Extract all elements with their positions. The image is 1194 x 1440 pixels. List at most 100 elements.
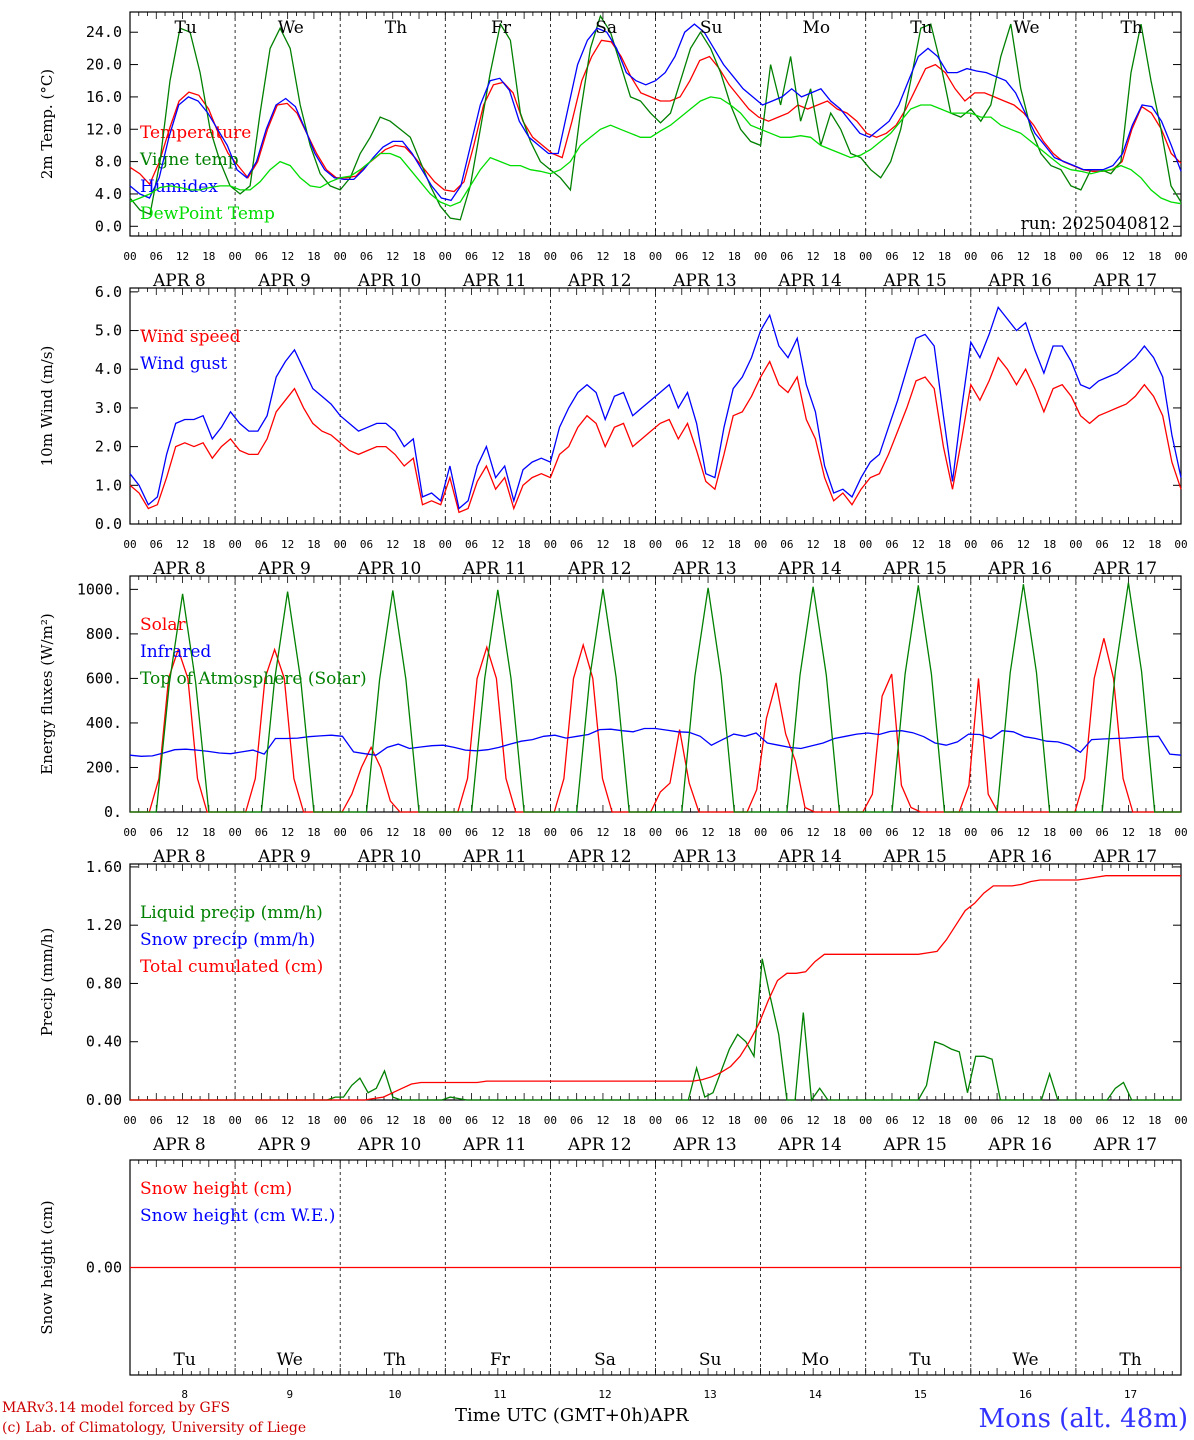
hour-tick-label: 00	[123, 1114, 136, 1127]
date-label: APR 14	[777, 271, 842, 291]
date-label: APR 8	[152, 847, 206, 867]
hour-tick-label: 12	[596, 538, 609, 551]
day-number-label: 13	[704, 1388, 717, 1401]
hour-tick-label: 12	[281, 826, 294, 839]
hour-tick-label: 18	[202, 826, 215, 839]
hour-tick-label: 18	[833, 826, 846, 839]
hour-tick-label: 00	[544, 1114, 557, 1127]
hour-tick-label: 12	[386, 538, 399, 551]
hour-tick-label: 18	[623, 826, 636, 839]
date-label: APR 13	[672, 271, 737, 291]
legend-entry: Snow height (cm)	[140, 1179, 292, 1199]
hour-tick-label: 12	[491, 250, 504, 263]
hour-tick-label: 06	[885, 538, 898, 551]
series-line-solar	[130, 638, 1181, 813]
station-name: Mons (alt. 48m)	[978, 1404, 1188, 1434]
hour-tick-label: 06	[570, 538, 583, 551]
hour-tick-label: 18	[307, 826, 320, 839]
hour-tick-label: 18	[1043, 250, 1056, 263]
date-label: APR 17	[1093, 847, 1158, 867]
legend-entry: Top of Atmosphere (Solar)	[140, 669, 367, 689]
hour-tick-label: 12	[386, 1114, 399, 1127]
hour-tick-label: 12	[176, 250, 189, 263]
hour-tick-label: 12	[1122, 538, 1135, 551]
hour-tick-label: 12	[807, 826, 820, 839]
hour-tick-label: 18	[518, 250, 531, 263]
hour-tick-label: 06	[255, 250, 268, 263]
legend-entry: Liquid precip (mm/h)	[140, 903, 323, 923]
weekday-label: Mo	[801, 1350, 829, 1370]
hour-tick-label: 18	[412, 538, 425, 551]
weekday-label: We	[1013, 18, 1039, 38]
legend-entry: Wind gust	[140, 354, 227, 374]
hour-tick-label: 06	[1096, 250, 1109, 263]
hour-tick-label: 18	[1148, 538, 1161, 551]
hour-tick-label: 12	[176, 538, 189, 551]
series-line-total-cumulated-cm-	[130, 875, 1181, 1101]
hour-tick-label: 06	[255, 826, 268, 839]
hour-tick-label: 12	[1017, 826, 1030, 839]
date-label: APR 17	[1093, 559, 1158, 579]
date-label: APR 10	[357, 847, 422, 867]
weekday-label: Th	[385, 18, 407, 38]
hour-tick-label: 18	[307, 538, 320, 551]
x-axis-month: APR	[649, 1405, 689, 1426]
hour-tick-label: 00	[544, 826, 557, 839]
weekday-label: Sa	[595, 18, 617, 38]
y-tick-label: 0.00	[86, 1259, 122, 1277]
date-label: APR 15	[882, 559, 947, 579]
hour-tick-label: 06	[990, 538, 1003, 551]
hour-tick-label: 18	[307, 250, 320, 263]
panel-2: 0.0 1.0 2.0 3.0 4.0 5.0 6.0 10m Wind (m/s) Wind …	[38, 283, 1188, 579]
y-tick-label: 1.20	[86, 916, 122, 934]
hour-tick-label: 18	[623, 1114, 636, 1127]
hour-tick-label: 00	[439, 1114, 452, 1127]
hour-tick-label: 00	[439, 250, 452, 263]
weekday-label: Th	[1119, 1350, 1141, 1370]
y-tick-label: 4.0	[95, 185, 122, 203]
hour-tick-label: 18	[412, 1114, 425, 1127]
hour-tick-label: 12	[491, 826, 504, 839]
hour-tick-label: 06	[675, 250, 688, 263]
hour-tick-label: 06	[150, 826, 163, 839]
hour-tick-label: 00	[544, 250, 557, 263]
date-label: APR 16	[987, 559, 1052, 579]
hour-tick-label: 18	[728, 826, 741, 839]
day-number-label: 17	[1124, 1388, 1137, 1401]
date-label: APR 15	[882, 271, 947, 291]
hour-tick-label: 12	[807, 1114, 820, 1127]
hour-tick-label: 00	[754, 1114, 767, 1127]
hour-tick-label: 18	[833, 538, 846, 551]
y-tick-label: 0.80	[86, 974, 122, 992]
hour-tick-label: 18	[518, 826, 531, 839]
y-tick-label: 0.00	[86, 1091, 122, 1109]
hour-tick-label: 06	[675, 1114, 688, 1127]
y-tick-label: 0.0	[95, 217, 122, 235]
hour-tick-label: 12	[912, 250, 925, 263]
weekday-label: Tu	[174, 1350, 196, 1370]
hour-tick-label: 12	[1017, 538, 1030, 551]
date-label: APR 11	[462, 559, 527, 579]
hour-tick-label: 00	[1069, 250, 1082, 263]
hour-tick-label: 12	[386, 250, 399, 263]
hour-tick-label: 06	[570, 250, 583, 263]
day-number-label: 8	[181, 1388, 188, 1401]
hour-tick-label: 06	[675, 826, 688, 839]
day-number-label: 9	[286, 1388, 293, 1401]
hour-tick-label: 00	[754, 538, 767, 551]
hour-tick-label: 06	[780, 250, 793, 263]
series-line-top-of-atmosphere-solar-	[130, 582, 1181, 813]
hour-tick-label: 18	[307, 1114, 320, 1127]
hour-tick-label: 06	[1096, 826, 1109, 839]
hour-tick-label: 18	[412, 250, 425, 263]
legend-entry: Wind speed	[140, 327, 241, 347]
date-label: APR 14	[777, 847, 842, 867]
y-tick-label: 800.	[86, 625, 122, 643]
day-number-label: 14	[809, 1388, 823, 1401]
hour-tick-label: 00	[649, 538, 662, 551]
day-number-label: 12	[598, 1388, 611, 1401]
legend-entry: Infrared	[140, 642, 211, 662]
date-label: APR 8	[152, 1135, 206, 1155]
hour-tick-label: 12	[807, 250, 820, 263]
hour-tick-label: 12	[596, 1114, 609, 1127]
